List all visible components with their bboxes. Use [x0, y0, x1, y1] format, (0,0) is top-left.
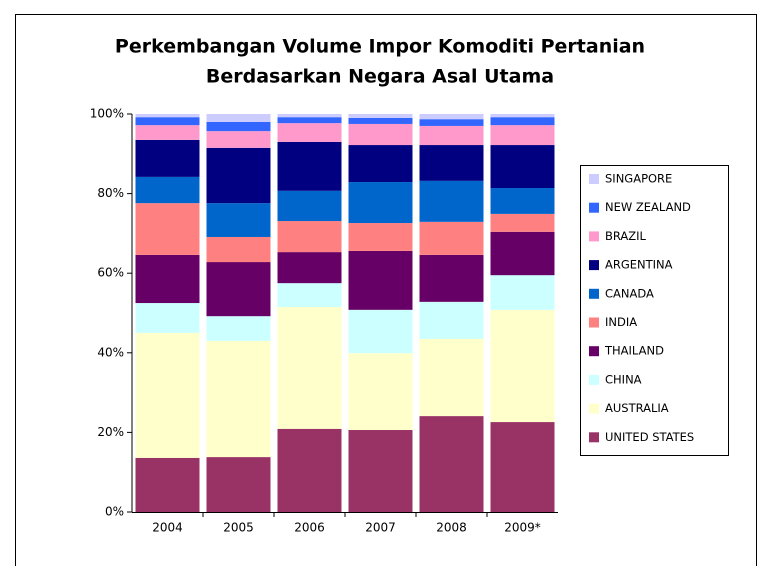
bar-segment	[277, 283, 342, 308]
legend-label: BRAZIL	[605, 229, 647, 243]
bar-segment	[348, 182, 413, 224]
legend-swatch	[589, 231, 599, 242]
bar-segment	[206, 340, 271, 458]
bar-segment	[490, 188, 555, 214]
y-tick-label: 20%	[97, 425, 124, 439]
y-tick-label: 60%	[97, 266, 124, 280]
x-tick-label: 2007	[365, 521, 396, 535]
bar-segment	[419, 114, 484, 120]
legend-swatch	[589, 174, 599, 184]
bar-segment	[277, 141, 342, 191]
bar-segment	[348, 114, 413, 118]
bar-segment	[277, 117, 342, 124]
legend-swatch	[589, 346, 599, 357]
bar-segment	[135, 117, 200, 126]
legend-swatch	[589, 288, 599, 299]
bar-segment	[206, 114, 271, 122]
bar-segment	[490, 125, 555, 146]
legend-label: AUSTRALIA	[605, 401, 669, 415]
bar-segment	[135, 332, 200, 458]
bar-segment	[419, 416, 484, 512]
chart-title: Berdasarkan Negara Asal Utama	[206, 66, 554, 88]
bar-segment	[135, 125, 200, 140]
legend-label: SINGAPORE	[605, 172, 672, 186]
bar-segment	[135, 457, 200, 512]
bar-segment	[206, 131, 271, 148]
bar-segment	[348, 430, 413, 512]
legend-label: INDIA	[605, 315, 637, 329]
chart-title: Perkembangan Volume Impor Komoditi Perta…	[115, 36, 645, 58]
bar-segment	[206, 262, 271, 317]
y-tick-label: 100%	[90, 107, 124, 121]
legend-swatch	[589, 317, 599, 328]
bar-segment	[135, 254, 200, 304]
bar-segment	[490, 213, 555, 232]
bar-segment	[419, 125, 484, 146]
bar-segment	[206, 121, 271, 132]
x-tick-label: 2006	[294, 521, 325, 535]
bar-segment	[348, 117, 413, 124]
bar-segment	[135, 114, 200, 118]
bar-segment	[348, 250, 413, 310]
bar-segment	[206, 147, 271, 204]
bar-segment	[490, 114, 555, 118]
bar-segment	[277, 123, 342, 142]
bar-segment	[135, 139, 200, 177]
legend-swatch	[589, 432, 599, 443]
legend-swatch	[589, 260, 599, 271]
bar-segment	[277, 114, 342, 118]
chart-frame	[15, 14, 757, 566]
bar-segment	[490, 422, 555, 512]
bar-segment	[277, 190, 342, 222]
y-tick-label: 40%	[97, 345, 124, 359]
bar-segment	[419, 119, 484, 126]
x-tick-label: 2004	[152, 521, 183, 535]
legend-label: UNITED STATES	[605, 430, 694, 444]
legend-box	[580, 165, 729, 456]
legend-label: NEW ZEALAND	[605, 200, 691, 214]
bar-segment	[419, 221, 484, 255]
bar-segment	[490, 309, 555, 423]
bar-segment	[206, 236, 271, 263]
bar-segment	[419, 254, 484, 302]
x-tick-label: 2009*	[504, 521, 541, 535]
y-tick-label: 80%	[97, 186, 124, 200]
bar-segment	[419, 180, 484, 222]
x-tick-label: 2008	[436, 521, 467, 535]
bar-segment	[490, 145, 555, 189]
bar-segment	[419, 338, 484, 417]
bar-segment	[348, 123, 413, 146]
bar-segment	[348, 309, 413, 354]
bar-segment	[206, 457, 271, 512]
bar-segment	[135, 203, 200, 255]
x-tick-label: 2005	[223, 521, 254, 535]
bar-segment	[135, 303, 200, 333]
bar-segment	[277, 428, 342, 512]
legend-label: CHINA	[605, 372, 642, 386]
legend-swatch	[589, 374, 599, 385]
bar-segment	[419, 145, 484, 181]
legend-label: CANADA	[605, 286, 654, 300]
legend-label: THAILAND	[604, 344, 664, 358]
legend-swatch	[589, 403, 599, 414]
bar-segment	[348, 223, 413, 251]
y-tick-label: 0%	[105, 505, 124, 519]
bar-segment	[277, 307, 342, 429]
bar-segment	[348, 353, 413, 431]
legend-label: ARGENTINA	[605, 258, 673, 272]
bar-segment	[206, 316, 271, 341]
bar-segment	[419, 301, 484, 339]
bar-segment	[206, 203, 271, 237]
bar-segment	[490, 275, 555, 310]
bar-segment	[135, 176, 200, 204]
bar-segment	[277, 221, 342, 253]
bar-segment	[490, 231, 555, 276]
bar-segment	[277, 252, 342, 284]
legend-swatch	[589, 202, 599, 213]
bar-segment	[490, 117, 555, 126]
bar-segment	[348, 145, 413, 183]
